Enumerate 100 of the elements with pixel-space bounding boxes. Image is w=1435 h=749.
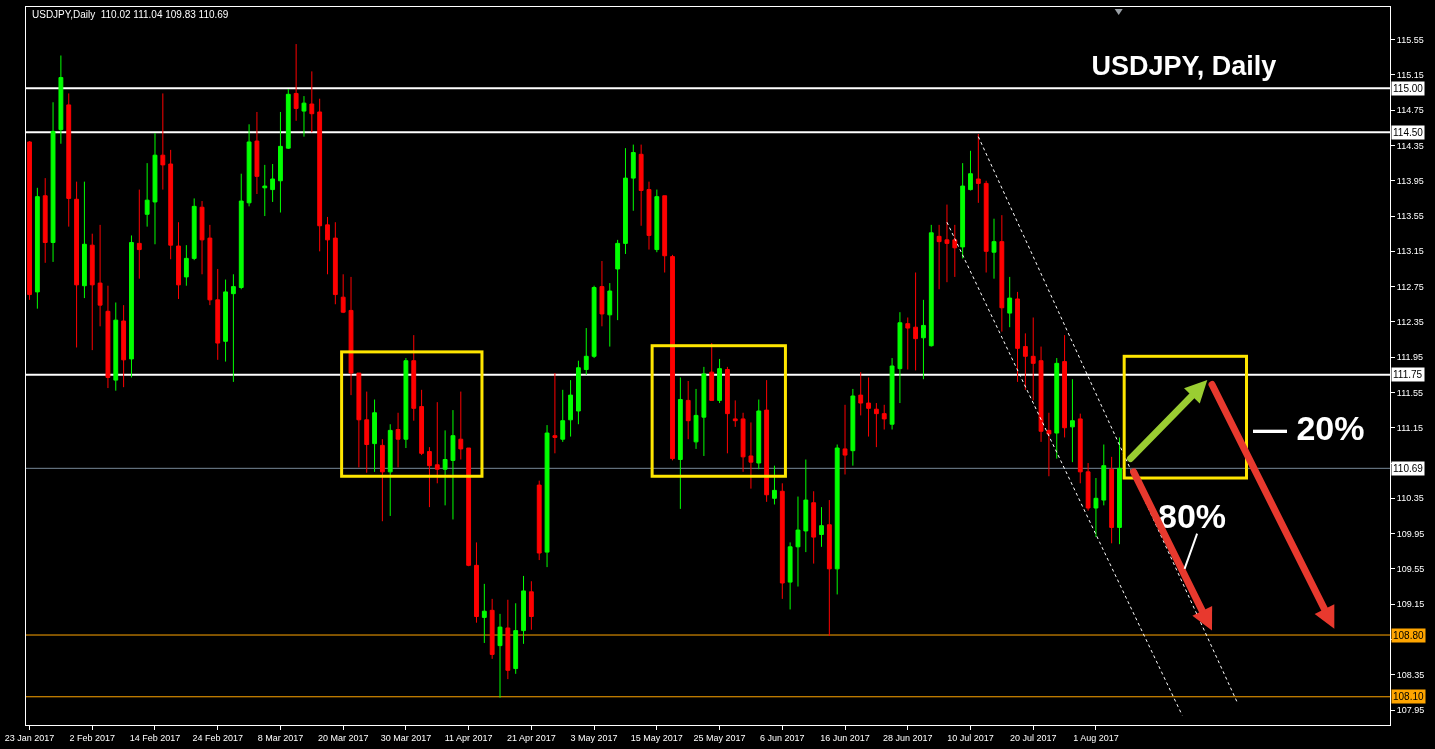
candlestick [975, 133, 981, 204]
candlestick [160, 92, 166, 191]
ref-line-label: 111.75 [1393, 369, 1423, 380]
candlestick [897, 311, 903, 404]
ref-line-label: 115.00 [1393, 83, 1424, 94]
candlestick [434, 401, 440, 484]
candlestick [42, 177, 48, 264]
candlestick [199, 200, 205, 275]
candlestick [591, 285, 597, 359]
x-tick-label: 11 Apr 2017 [444, 732, 493, 743]
candlestick [576, 360, 581, 425]
candlestick [623, 147, 628, 255]
candlestick [285, 88, 291, 150]
candlestick [325, 216, 330, 275]
ref-line-label: 110.69 [1393, 463, 1424, 474]
candlestick [685, 380, 691, 440]
candlestick [670, 254, 675, 461]
candlestick [442, 429, 448, 506]
candlestick [1030, 316, 1036, 401]
y-tick-label: 111.15 [1396, 422, 1423, 433]
candlestick [254, 111, 260, 195]
candlestick [552, 372, 558, 454]
candlestick [779, 482, 785, 600]
x-tick-label: 8 Mar 2017 [257, 732, 304, 743]
candlestick [238, 173, 244, 290]
candlestick [489, 598, 495, 660]
candlestick [787, 541, 793, 610]
y-tick-label: 113.15 [1396, 246, 1424, 257]
candlestick [50, 101, 56, 263]
candlestick [717, 358, 722, 404]
candlestick [701, 366, 707, 457]
candlestick [474, 541, 479, 624]
candlestick [803, 459, 809, 553]
candlestick [568, 379, 573, 438]
candlestick [481, 583, 487, 644]
candlestick [654, 189, 660, 253]
y-tick-label: 113.55 [1396, 211, 1424, 222]
text: USDJPY, Daily [1091, 51, 1277, 82]
x-tick-label: 16 Jun 2017 [820, 732, 870, 743]
y-tick-label: 115.15 [1396, 70, 1424, 81]
candlestick [638, 144, 644, 227]
candlestick [1070, 378, 1075, 463]
y-tick-label: 110.35 [1396, 493, 1424, 504]
candlestick [921, 299, 926, 380]
candlestick [748, 421, 754, 490]
candlestick [913, 272, 919, 371]
candlestick [364, 391, 370, 474]
candlestick [905, 316, 911, 371]
candlestick [387, 423, 393, 517]
candlestick [58, 55, 64, 145]
candlestick [168, 149, 174, 260]
candlestick [709, 342, 715, 401]
candlestick [1101, 444, 1107, 506]
candlestick [772, 465, 777, 505]
candlestick [756, 399, 762, 470]
candlestick [270, 163, 276, 203]
candlestick [513, 602, 519, 675]
candlestick [740, 412, 746, 473]
candlestick [560, 389, 566, 443]
candlestick [27, 140, 32, 301]
candlestick [693, 388, 699, 450]
candlestick [340, 273, 346, 314]
candlestick [858, 371, 864, 416]
candlestick [866, 376, 871, 438]
candlestick [403, 357, 409, 449]
candlestick [230, 273, 236, 383]
candlestick [332, 221, 338, 305]
candlestick [34, 187, 40, 310]
candlestick [662, 195, 668, 273]
y-tick-label: 108.35 [1396, 669, 1425, 680]
candlestick [1085, 462, 1091, 512]
y-tick-label: 109.95 [1396, 528, 1425, 539]
ref-line-label: 114.50 [1393, 127, 1424, 138]
candlestick [450, 409, 456, 520]
candlestick [764, 379, 770, 503]
candlestick [317, 98, 323, 252]
candlestick [968, 150, 973, 191]
candlestick [983, 180, 989, 273]
candlestick [1038, 346, 1044, 443]
x-tick-label: 3 May 2017 [570, 732, 618, 743]
candlestick [262, 164, 268, 217]
candlestick [348, 276, 354, 396]
x-tick-label: 10 Jul 2017 [947, 732, 994, 743]
candlestick [1015, 291, 1020, 383]
candlestick [246, 123, 252, 207]
candlestick [458, 391, 464, 460]
candlestick [928, 224, 934, 348]
candlestick [379, 438, 385, 522]
candlestick [395, 412, 401, 468]
candlestick [999, 214, 1005, 333]
x-tick-label: 23 Jan 2017 [4, 732, 55, 743]
x-tick-label: 21 Apr 2017 [507, 732, 556, 743]
candlestick [152, 132, 158, 245]
candlestick [1007, 276, 1013, 328]
candlestick [505, 599, 511, 680]
x-tick-label: 25 May 2017 [693, 732, 746, 743]
y-tick-label: 111.55 [1396, 387, 1423, 398]
ref-line-label: 108.80 [1393, 630, 1425, 641]
y-tick-label: 114.75 [1396, 105, 1424, 116]
candlestick [497, 613, 503, 699]
